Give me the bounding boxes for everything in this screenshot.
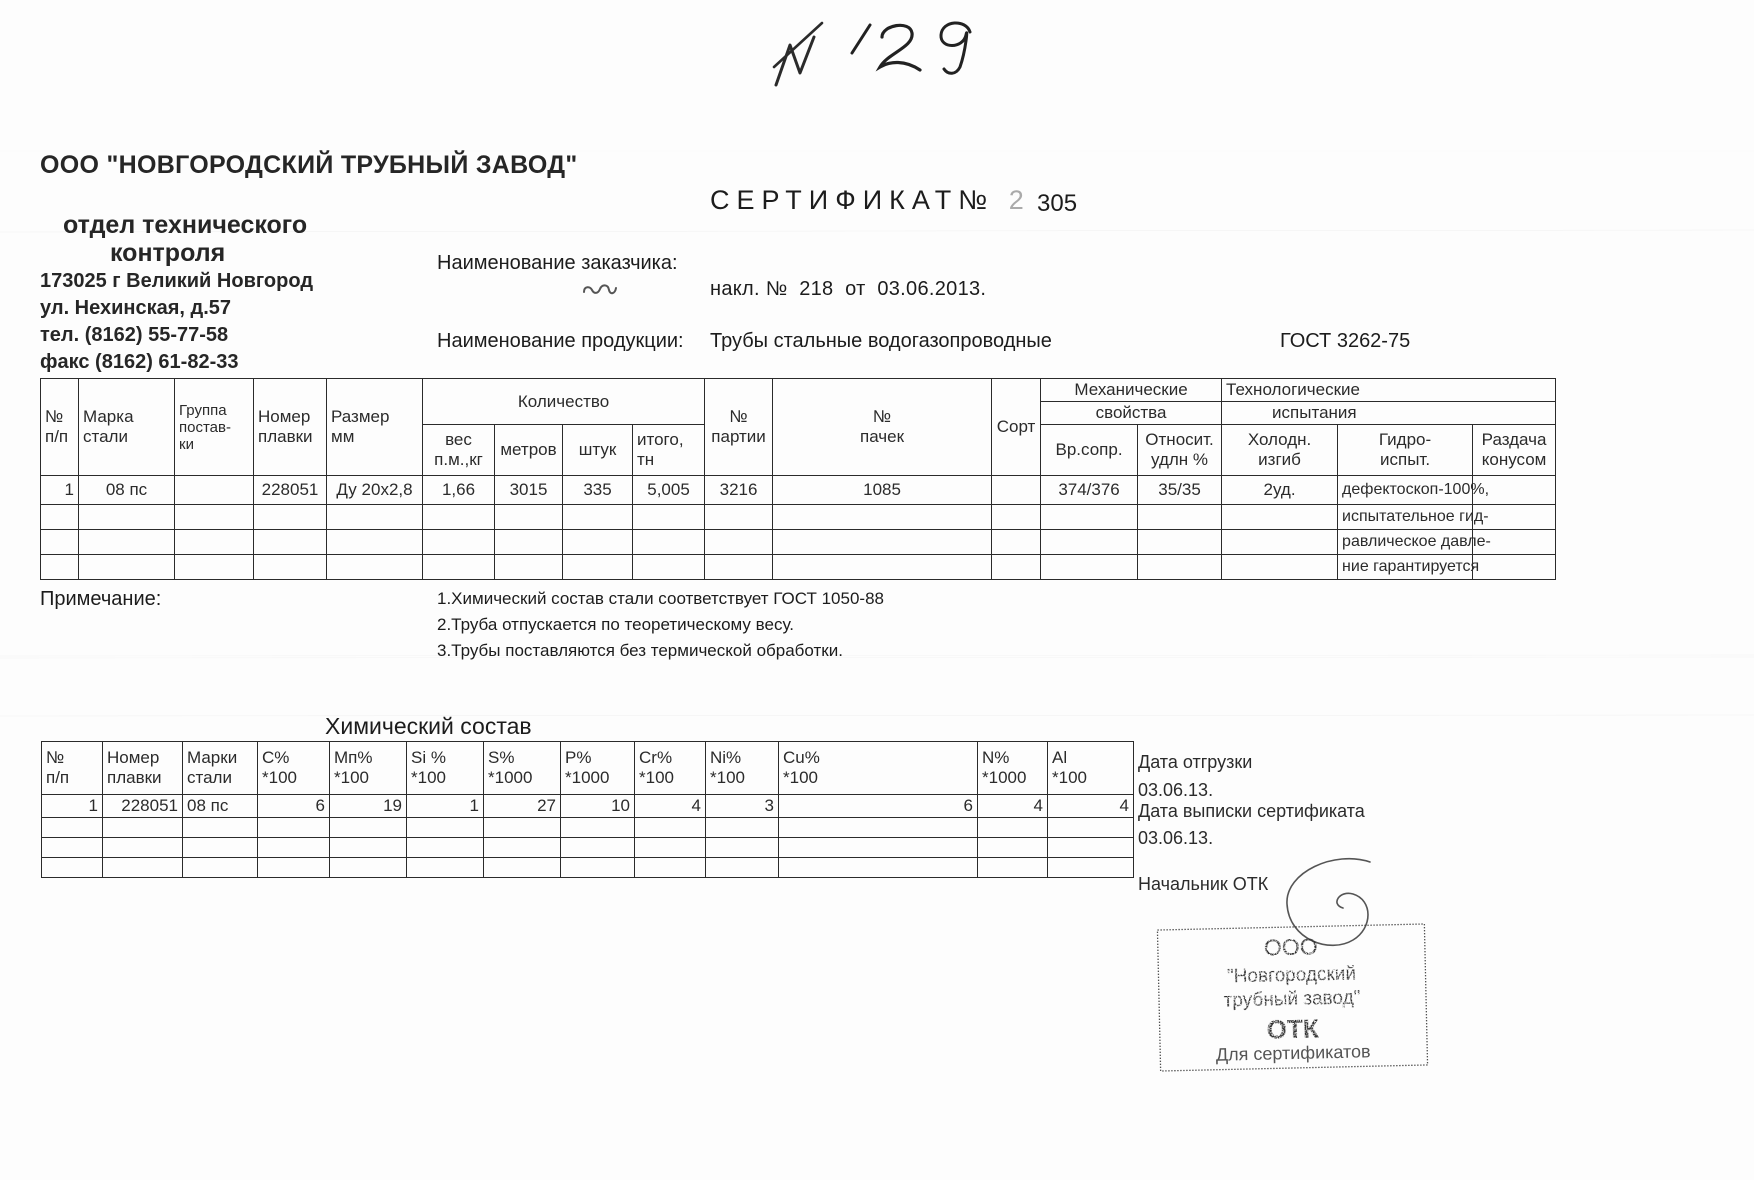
svg-text:ОТК: ОТК: [1266, 1013, 1319, 1044]
svg-text:трубный завод": трубный завод": [1223, 987, 1360, 1011]
svg-text:ООО: ООО: [1264, 933, 1318, 960]
svg-text:Для сертификатов: Для сертификатов: [1216, 1041, 1371, 1065]
svg-text:"Новгородский: "Новгородский: [1227, 964, 1357, 988]
